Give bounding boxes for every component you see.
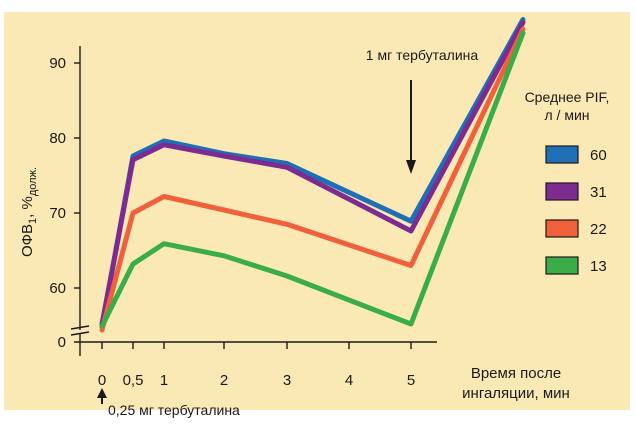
legend-title-line1: Среднее PIF, xyxy=(525,89,610,105)
y-axis-break-mark xyxy=(70,325,90,330)
legend-label-13: 13 xyxy=(590,258,607,275)
y-axis-break-mark xyxy=(70,331,90,336)
legend-label-22: 22 xyxy=(590,221,607,238)
legend-swatch-13 xyxy=(545,256,579,275)
x-tick-label: 5 xyxy=(407,372,415,389)
x-tick-label: 3 xyxy=(283,372,291,389)
arrow-head xyxy=(97,388,107,398)
y-axis-label: ОФВ1, %долж. xyxy=(19,167,39,257)
x-tick-label: 0 xyxy=(98,372,106,389)
series-line-13 xyxy=(99,30,526,329)
legend-swatch-22 xyxy=(545,219,579,238)
axes xyxy=(70,46,437,356)
y-tick-label: 60 xyxy=(49,280,66,297)
series-line-22 xyxy=(99,26,526,333)
legend-swatch-60 xyxy=(545,145,579,164)
legend-label-60: 60 xyxy=(590,147,607,164)
annotation-top-label: 1 мг тербуталина xyxy=(366,47,479,63)
legend: 60 31 22 13 xyxy=(545,145,607,275)
x-axis-label-line2: ингаляции, мин xyxy=(462,385,570,402)
x-tick-label: 2 xyxy=(220,372,228,389)
series-lines xyxy=(99,17,526,333)
series-line-31 xyxy=(99,20,526,327)
x-tick-labels: 0 0,5 1 2 3 4 5 xyxy=(98,342,415,389)
x-tick-label: 1 xyxy=(160,372,168,389)
x-tick-label: 4 xyxy=(345,372,353,389)
legend-title-line2: л / мин xyxy=(544,107,589,123)
plot-panel xyxy=(4,12,630,410)
y-tick-label: 90 xyxy=(49,55,66,72)
annotation-bottom-arrow xyxy=(97,388,107,404)
annotation-bottom-label: 0,25 мг тербуталина xyxy=(108,402,240,418)
y-tick-label: 70 xyxy=(49,205,66,222)
x-tick-label: 0,5 xyxy=(123,372,144,389)
y-tick-label: 80 xyxy=(49,130,66,147)
arrow-head xyxy=(406,160,416,174)
annotation-top-arrow xyxy=(406,80,416,174)
legend-swatch-31 xyxy=(545,182,579,201)
y-tick-labels: 90 80 70 60 0 xyxy=(49,55,80,351)
y-tick-label: 0 xyxy=(58,334,66,351)
legend-label-31: 31 xyxy=(590,184,607,201)
x-axis-label-line1: Время после xyxy=(471,365,561,382)
